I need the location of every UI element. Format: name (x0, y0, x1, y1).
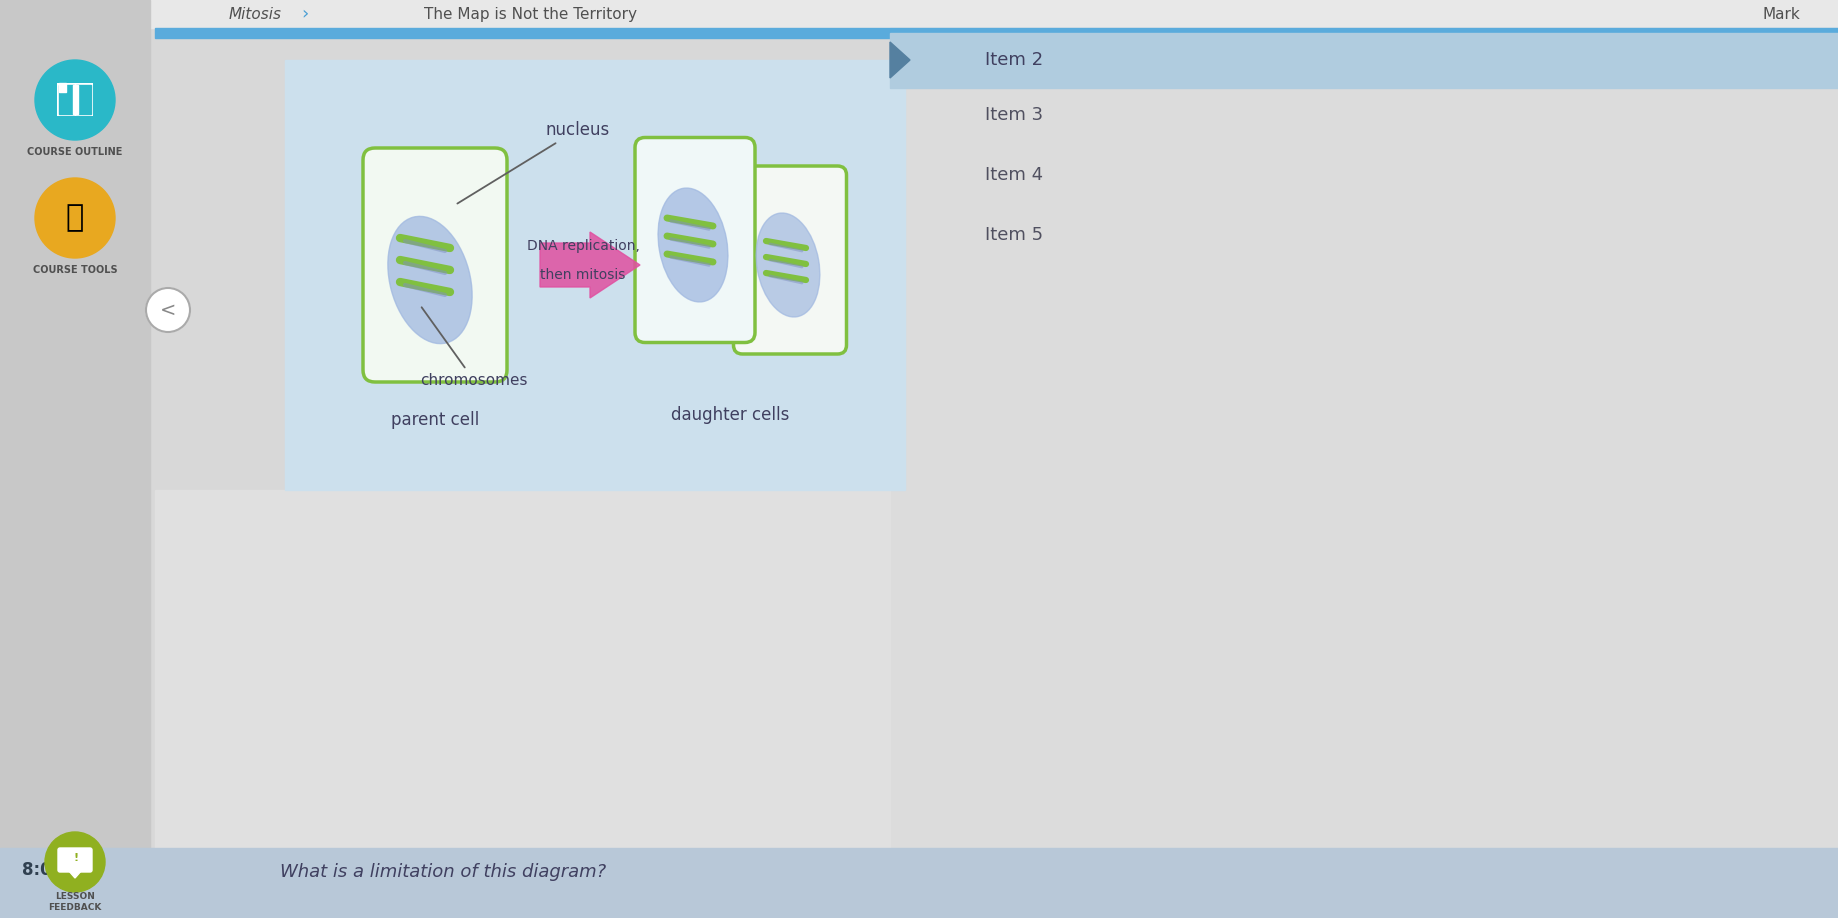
Ellipse shape (658, 188, 728, 302)
Polygon shape (890, 42, 910, 78)
Bar (74, 85, 77, 114)
Text: DNA replication,: DNA replication, (526, 239, 640, 253)
Bar (59, 85, 74, 114)
Text: What is a limitation of this diagram?: What is a limitation of this diagram? (279, 863, 607, 881)
Text: <: < (160, 300, 176, 319)
Ellipse shape (388, 217, 472, 343)
Text: Item 2: Item 2 (985, 51, 1044, 69)
Text: then mitosis: then mitosis (540, 268, 625, 282)
Circle shape (145, 288, 189, 332)
Bar (890, 33, 1838, 88)
Ellipse shape (755, 213, 820, 317)
Text: Item 3: Item 3 (985, 106, 1044, 124)
Text: The Map is Not the Territory: The Map is Not the Territory (423, 6, 636, 21)
Text: Mitosis: Mitosis (228, 6, 281, 21)
Text: Item 5: Item 5 (985, 226, 1044, 244)
Circle shape (35, 60, 116, 140)
Text: COURSE OUTLINE: COURSE OUTLINE (28, 147, 123, 157)
Text: 8:0: 8:0 (22, 861, 51, 879)
FancyBboxPatch shape (733, 166, 847, 354)
Text: LESSON: LESSON (55, 891, 96, 901)
Text: Item 4: Item 4 (985, 166, 1044, 184)
Text: 🔧: 🔧 (66, 204, 85, 232)
Text: COURSE TOOLS: COURSE TOOLS (33, 265, 118, 275)
Text: FEEDBACK: FEEDBACK (48, 902, 101, 912)
Text: parent cell: parent cell (391, 411, 480, 429)
FancyBboxPatch shape (634, 138, 755, 342)
Bar (154, 490, 890, 848)
Bar (0, 0, 151, 918)
Bar (0, 848, 1838, 918)
Text: daughter cells: daughter cells (671, 406, 789, 424)
Text: !: ! (74, 853, 79, 863)
Bar (154, 28, 1838, 38)
Circle shape (44, 832, 105, 892)
Bar (890, 28, 1838, 848)
FancyBboxPatch shape (59, 848, 92, 872)
Bar (0, 0, 1838, 28)
Text: ›: › (301, 5, 309, 23)
Text: Mark: Mark (1763, 6, 1799, 21)
Text: chromosomes: chromosomes (421, 308, 528, 387)
Polygon shape (540, 232, 640, 298)
Bar (75, 85, 92, 114)
Bar (285, 60, 904, 490)
Bar (57, 83, 94, 116)
Polygon shape (68, 870, 83, 878)
FancyBboxPatch shape (362, 148, 507, 382)
Bar (59, 83, 66, 92)
Circle shape (35, 178, 116, 258)
Text: nucleus: nucleus (458, 121, 608, 204)
